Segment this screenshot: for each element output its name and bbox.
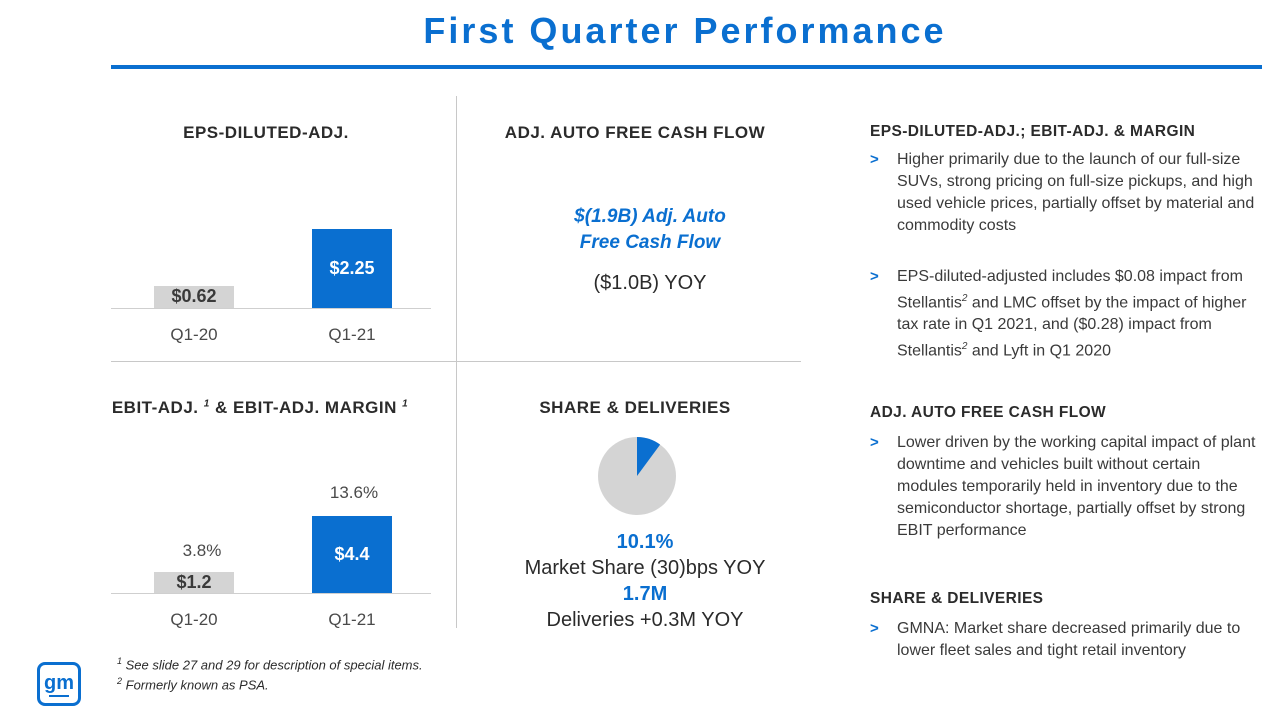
ebit-value-q1-20: $1.2 [176,571,212,592]
footnote-2-text: Formerly known as PSA. [122,677,269,693]
footnote-2: 2 Formerly known as PSA. [117,676,269,692]
eps-value-q1-20: $0.62 [171,286,217,307]
chevron-right-icon: > [870,620,879,637]
fcf-value-line1: $(1.9B) Adj. Auto [574,206,726,227]
ebit-heading: EBIT-ADJ. 1 & EBIT-ADJ. MARGIN 1 [95,398,425,418]
ebit-bar-q1-21 [312,516,392,593]
quadrant-divider-horizontal [111,361,801,362]
commentary-eps-heading: EPS-DILUTED-ADJ.; EBIT-ADJ. & MARGIN [870,123,1196,140]
eps-bar-q1-21 [312,229,392,308]
footnote-1-text: See slide 27 and 29 for description of s… [122,657,423,673]
bullet-2-footnote-2: 2 [961,341,968,353]
ebit-margin-q1-21: 13.6% [329,483,379,502]
footnote-1: 1 See slide 27 and 29 for description of… [117,656,423,672]
share-heading: SHARE & DELIVERIES [539,398,731,417]
ebit-heading-footnote: 1 [203,398,210,410]
chevron-right-icon: > [870,434,879,451]
page-title: First Quarter Performance [423,10,947,51]
eps-value-q1-21: $2.25 [329,257,375,278]
market-share-value: 10.1% [616,531,674,553]
eps-baseline [111,308,431,309]
bullet-2-text-b: and LMC offset by the impact of higher t… [897,294,1247,360]
footnote-2-marker: 2 [117,676,123,686]
chevron-right-icon: > [870,151,879,168]
fcf-heading: ADJ. AUTO FREE CASH FLOW [504,123,766,142]
ebit-bar-q1-20 [154,572,234,593]
commentary-fcf-bullet-1: Lower driven by the working capital impa… [897,434,1256,539]
ebit-value-q1-21: $4.4 [334,543,370,564]
market-share-text: Market Share (30)bps YOY [524,557,766,579]
commentary-eps-bullet-2: EPS-diluted-adjusted includes $0.08 impa… [897,266,1262,363]
eps-tick-q1-21: Q1-21 [328,325,376,344]
bullet-2-footnote-1: 2 [961,293,968,304]
gm-logo-underline [49,695,69,697]
ebit-heading-label: EBIT-ADJ. [111,398,199,417]
deliveries-value: 1.7M [622,583,668,605]
ebit-heading-mid: & EBIT-ADJ. MARGIN [209,398,397,417]
title-divider [111,65,1262,69]
gm-logo: gm [37,662,81,706]
ebit-baseline [111,593,431,594]
deliveries-text: Deliveries +0.3M YOY [546,609,744,631]
quadrant-divider-vertical [456,96,457,628]
ebit-tick-q1-20: Q1-20 [170,610,218,629]
commentary-share-heading: SHARE & DELIVERIES [870,590,1044,607]
eps-bar-q1-20 [154,286,234,308]
pie-slice-share [637,437,661,476]
gm-logo-text: gm [44,672,74,694]
fcf-yoy: ($1.0B) YOY [593,272,707,294]
bullet-2-text-c: and Lyft in Q1 2020 [967,342,1111,360]
market-share-pie [598,437,676,515]
bullet-2-text-a: EPS-diluted-adjusted includes $0.08 impa… [897,268,1243,312]
eps-heading: EPS-DILUTED-ADJ. [183,123,349,142]
commentary-share-bullet-1: GMNA: Market share decreased primarily d… [897,620,1241,659]
fcf-value-line2: Free Cash Flow [579,232,721,253]
commentary-fcf-heading: ADJ. AUTO FREE CASH FLOW [870,404,1107,421]
ebit-heading-footnote-2: 1 [402,398,409,410]
eps-tick-q1-20: Q1-20 [170,325,218,344]
ebit-tick-q1-21: Q1-21 [328,610,376,629]
ebit-margin-q1-20: 3.8% [182,541,222,560]
footnote-1-marker: 1 [117,656,123,666]
commentary-eps-bullet-1: Higher primarily due to the launch of ou… [897,151,1255,234]
chevron-right-icon: > [870,268,879,285]
